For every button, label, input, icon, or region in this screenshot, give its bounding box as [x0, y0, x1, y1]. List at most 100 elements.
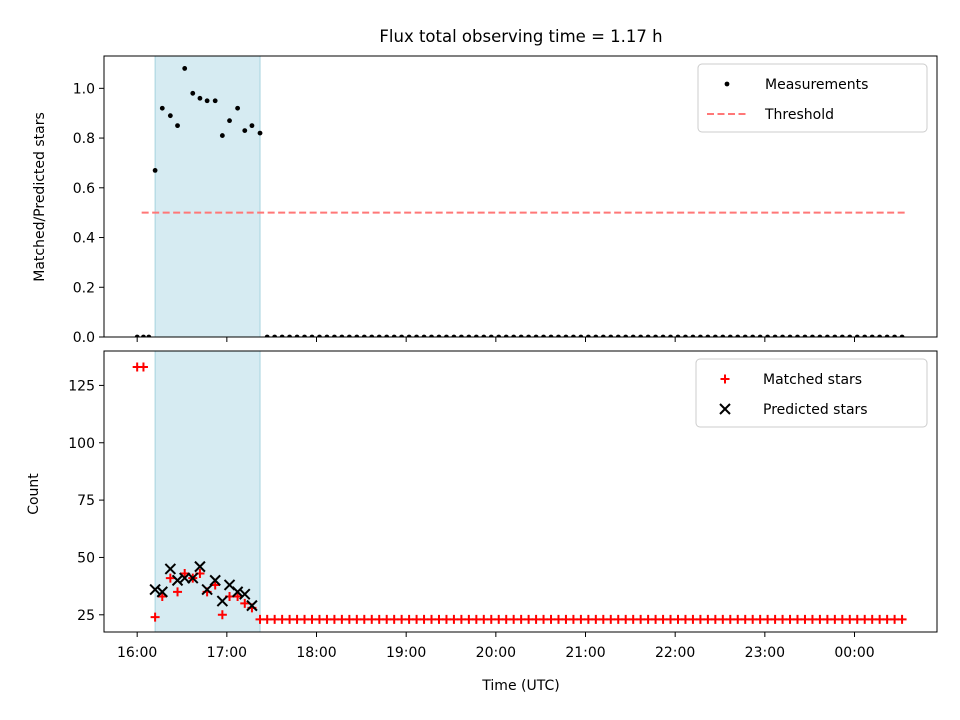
measurements-point [720, 334, 726, 337]
measurements-point [854, 334, 860, 337]
bottom-y-tick-label: 100 [68, 436, 95, 452]
measurements-point [444, 334, 449, 337]
measurements-point [451, 334, 457, 337]
x-tick-label: 22:00 [655, 645, 695, 661]
measurements-point [212, 98, 218, 104]
measurements-point [712, 334, 718, 337]
legend-marker-matched-stars [720, 374, 730, 384]
predicted-stars-point [209, 574, 221, 587]
measurements-point [533, 334, 539, 337]
top-y-tick-label: 0.6 [73, 181, 95, 197]
measurements-point [279, 334, 285, 337]
measurements-point [421, 334, 427, 337]
legend-box [697, 63, 928, 133]
measurements-point [414, 334, 419, 337]
measurements-point [623, 334, 629, 337]
measurements-point [556, 334, 561, 337]
matched-stars-point [173, 587, 183, 597]
legend-label-matched-stars: Matched stars [763, 372, 862, 388]
legend-label-threshold: Threshold [764, 107, 834, 123]
x-tick-label: 20:00 [476, 645, 516, 661]
measurements-point [406, 334, 412, 337]
measurements-point [354, 334, 360, 337]
legend-label-measurements: Measurements [765, 77, 868, 93]
legend-box [695, 358, 928, 428]
x-tick-label: 18:00 [296, 645, 336, 661]
measurements-point [630, 334, 636, 337]
measurements-point [675, 334, 681, 337]
top-y-tick-label: 1.0 [73, 81, 95, 97]
measurements-point [458, 334, 464, 337]
measurements-point [638, 334, 644, 337]
measurements-point [817, 334, 823, 337]
matched-stars-point [138, 362, 148, 372]
bottom-y-axis-label: Count [26, 473, 42, 515]
measurements-point [802, 334, 808, 337]
matched-stars-point [240, 598, 250, 608]
measurements-point [264, 334, 270, 337]
top-panel: 0.0 0.2 0.4 0.6 0.8 1.0 Measurements Threshold [73, 55, 938, 346]
measurements-point [608, 334, 614, 337]
predicted-stars-point [156, 586, 168, 598]
predicted-stars-point [194, 560, 206, 573]
measurements-point [518, 334, 524, 337]
x-tick-label: 21:00 [565, 645, 605, 661]
measurements-point [824, 334, 830, 337]
measurements-point [317, 334, 322, 337]
x-tick-label: 00:00 [834, 645, 874, 661]
bottom-y-tick-label: 125 [68, 378, 95, 394]
measurements-point [735, 334, 741, 337]
measurements-point [332, 334, 337, 337]
measurements-point [429, 334, 434, 337]
x-tick-label: 16:00 [117, 645, 157, 661]
measurements-point [488, 334, 494, 337]
top-legend: Measurements Threshold [697, 63, 928, 133]
measurements-point [369, 334, 375, 337]
predicted-stars-point [239, 588, 251, 600]
top-y-tick-label: 0.8 [73, 131, 95, 147]
measurements-point [526, 334, 532, 337]
measurements-point [869, 334, 875, 337]
measurements-point [219, 133, 225, 138]
measurements-point [698, 334, 703, 337]
measurements-point [548, 334, 554, 337]
measurements-point [466, 334, 472, 337]
measurements-point [705, 334, 711, 337]
x-axis-label: Time (UTC) [481, 678, 559, 694]
x-tick-label: 23:00 [745, 645, 785, 661]
measurements-point [780, 334, 785, 337]
measurements-point [204, 98, 210, 104]
measurements-point [503, 334, 509, 337]
measurements-point [391, 334, 397, 337]
top-y-tick-label: 0.4 [73, 231, 95, 247]
measurements-point [571, 334, 576, 337]
bottom-plot-area [132, 351, 907, 632]
measurements-point [578, 334, 584, 337]
measurements-point [660, 334, 666, 337]
predicted-stars-point [187, 572, 199, 584]
predicted-stars-point [164, 563, 177, 575]
top-y-tick-label: 0.2 [73, 280, 95, 296]
predicted-stars-point [201, 583, 213, 596]
top-y-tick-label: 0.0 [73, 330, 95, 346]
measurements-point [541, 334, 546, 337]
measurements-point [892, 334, 898, 337]
measurements-point [884, 334, 890, 337]
measurements-point [810, 334, 815, 337]
measurements-point [399, 334, 405, 337]
measurements-point [152, 167, 158, 173]
predicted-stars-point [149, 583, 161, 596]
measurements-point [787, 334, 793, 337]
measurements-point [249, 123, 255, 129]
measurements-point [257, 130, 263, 136]
measurements-point [600, 334, 606, 337]
matched-stars-point [150, 612, 160, 622]
predicted-stars-point [216, 595, 229, 607]
measurements-point [750, 334, 756, 337]
matched-stars-point [217, 610, 227, 620]
chart-title: Flux total observing time = 1.17 h [379, 27, 662, 46]
measurements-point [272, 334, 278, 337]
matched-stars-point [897, 614, 907, 624]
measurements-point [563, 334, 569, 337]
